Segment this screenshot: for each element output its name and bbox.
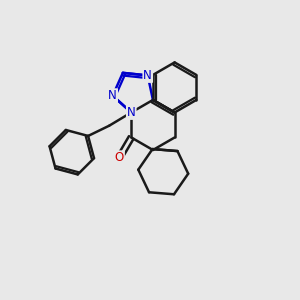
Text: O: O (115, 151, 124, 164)
Text: N: N (127, 106, 136, 119)
Text: N: N (108, 89, 117, 102)
Text: N: N (143, 69, 152, 82)
